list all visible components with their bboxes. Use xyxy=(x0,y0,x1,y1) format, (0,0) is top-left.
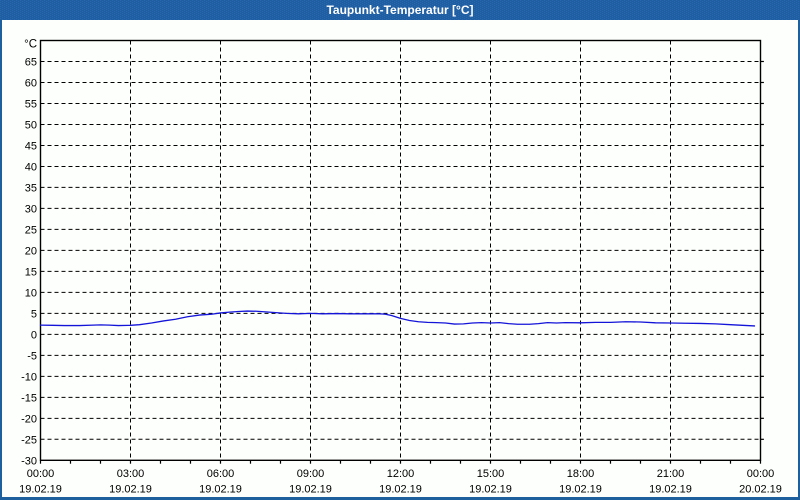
plot-border xyxy=(39,39,762,461)
y-tick-label: 40 xyxy=(25,161,37,173)
y-tick-label: -10 xyxy=(21,371,37,383)
x-date-label: 19.02.19 xyxy=(469,484,512,496)
y-tick-label: 50 xyxy=(25,119,37,131)
x-tick-label: 09:00 xyxy=(297,468,325,480)
x-date-label: 19.02.19 xyxy=(19,484,62,496)
x-date-label: 19.02.19 xyxy=(289,484,332,496)
y-tick-label: 5 xyxy=(31,308,37,320)
titlebar-texture xyxy=(0,0,800,20)
y-tick-label: 10 xyxy=(25,287,37,299)
chart-region: °C 65 60 55 50 45 40 35 30 25 20 15 10 5 0 -5 -10 -15 -20-… xyxy=(0,20,800,500)
chart-canvas[interactable]: °C65605550454035302520151050-5-10-15-20-… xyxy=(0,20,800,500)
y-tick-label: 65 xyxy=(25,56,37,68)
y-tick-label: 45 xyxy=(25,140,37,152)
y-tick-label: 60 xyxy=(25,77,37,89)
x-tick-label: 12:00 xyxy=(387,468,415,480)
y-axis-unit-label: °C xyxy=(24,39,37,51)
x-tick-label: 15:00 xyxy=(477,468,505,480)
y-tick-label: 55 xyxy=(25,98,37,110)
x-date-label: 19.02.19 xyxy=(109,484,152,496)
y-tick-label: 15 xyxy=(25,266,37,278)
y-tick-label: 30 xyxy=(25,203,37,215)
x-tick-label: 18:00 xyxy=(567,468,595,480)
x-date-label: 20.02.19 xyxy=(739,484,782,496)
y-tick-label: 35 xyxy=(25,182,37,194)
y-tick-label: -15 xyxy=(21,392,37,404)
x-date-label: 19.02.19 xyxy=(559,484,602,496)
window-titlebar: Taupunkt-Temperatur [°C] xyxy=(0,0,800,20)
y-tick-label: 0 xyxy=(31,329,37,341)
x-tick-label: 21:00 xyxy=(657,468,685,480)
y-tick-label: -25 xyxy=(21,434,37,446)
data-line xyxy=(39,310,756,327)
y-tick-label: -30 xyxy=(21,455,37,467)
y-tick-label: -20 xyxy=(21,413,37,425)
x-tick-label: 00:00 xyxy=(747,468,775,480)
x-tick-label: 03:00 xyxy=(117,468,145,480)
y-tick-label: 25 xyxy=(25,224,37,236)
x-tick-label: 06:00 xyxy=(207,468,235,480)
x-tick-label: 00:00 xyxy=(27,468,55,480)
y-tick-label: -5 xyxy=(27,350,37,362)
y-tick-label: 20 xyxy=(25,245,37,257)
x-date-label: 19.02.19 xyxy=(379,484,422,496)
x-date-label: 19.02.19 xyxy=(649,484,692,496)
x-date-label: 19.02.19 xyxy=(199,484,242,496)
chart-title: Taupunkt-Temperatur [°C] xyxy=(326,3,474,17)
